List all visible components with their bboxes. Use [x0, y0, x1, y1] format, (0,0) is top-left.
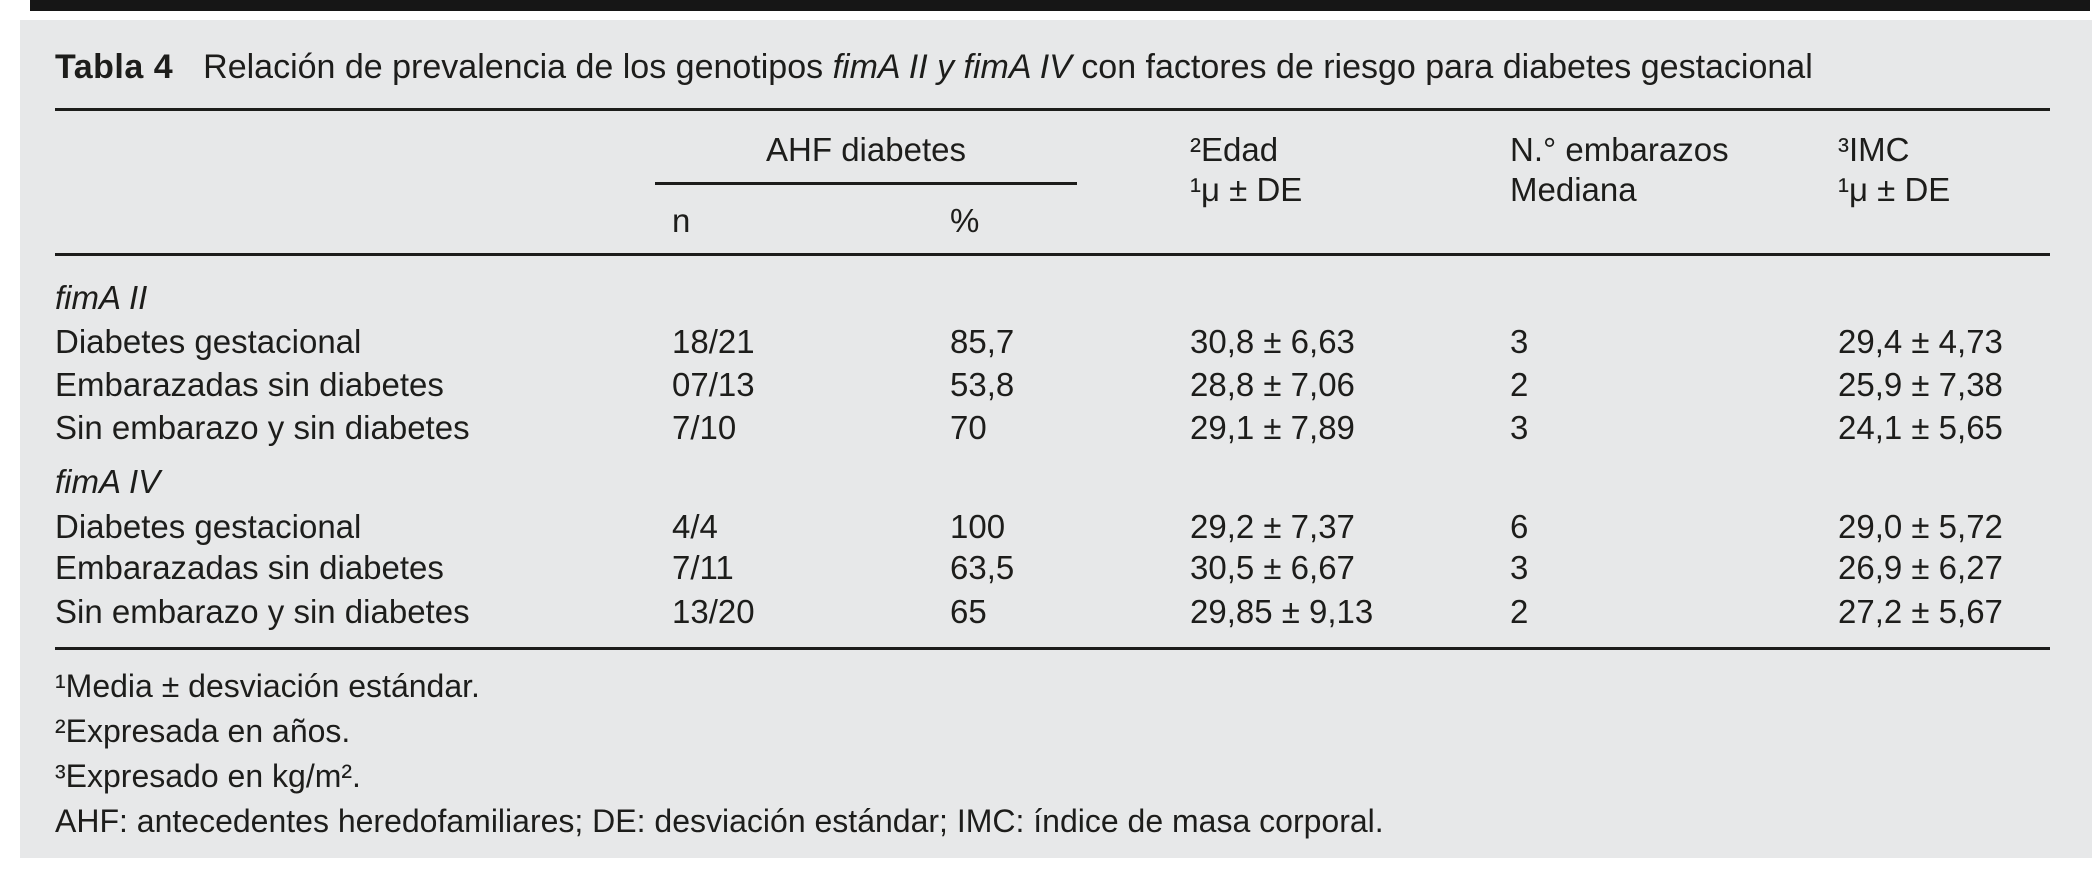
top-rule: [30, 0, 2090, 11]
cell-embarazos: 3: [1510, 409, 1529, 446]
title-text-post: con factores de riesgo para diabetes ges…: [1071, 48, 1813, 86]
footnote-expresado-kgm2: ³Expresado en kg/m².: [55, 758, 361, 794]
cell-pct: 53,8: [950, 366, 1015, 403]
cell-n: 13/20: [672, 593, 755, 630]
header-embarazos-measure: Mediana: [1510, 171, 1637, 208]
cell-edad: 28,8 ± 7,06: [1190, 366, 1355, 403]
cell-embarazos: 2: [1510, 366, 1529, 403]
footnote-abreviaturas: AHF: antecedentes heredofamiliares; DE: …: [55, 803, 1384, 839]
cell-n: 4/4: [672, 508, 718, 545]
rule-ahf-spanner: [655, 182, 1077, 185]
cell-pct: 65: [950, 593, 987, 630]
row-label: Sin embarazo y sin diabetes: [55, 593, 470, 630]
cell-pct: 70: [950, 409, 987, 446]
section-heading-fimA-II: fimA II: [55, 279, 148, 316]
cell-imc: 25,9 ± 7,38: [1838, 366, 2003, 403]
cell-n: 18/21: [672, 323, 755, 360]
cell-edad: 30,5 ± 6,67: [1190, 549, 1355, 586]
row-label: Embarazadas sin diabetes: [55, 366, 444, 403]
table-title: Tabla 4 Relación de prevalencia de los ge…: [55, 45, 1813, 89]
cell-embarazos: 3: [1510, 323, 1529, 360]
cell-edad: 30,8 ± 6,63: [1190, 323, 1355, 360]
cell-edad: 29,85 ± 9,13: [1190, 593, 1374, 630]
rule-under-header: [55, 253, 2050, 256]
title-text-italic: fimA II y fimA IV: [832, 48, 1072, 86]
cell-pct: 85,7: [950, 323, 1015, 360]
header-edad-measure: ¹μ ± DE: [1190, 171, 1303, 208]
header-embarazos: N.° embarazos: [1510, 131, 1729, 168]
row-label: Sin embarazo y sin diabetes: [55, 409, 470, 446]
row-label: Embarazadas sin diabetes: [55, 549, 444, 586]
header-imc-measure: ¹μ ± DE: [1838, 171, 1951, 208]
rule-under-title: [55, 108, 2050, 111]
row-label: Diabetes gestacional: [55, 323, 362, 360]
section-heading-fimA-IV: fimA IV: [55, 463, 161, 500]
header-imc: ³IMC: [1838, 131, 1910, 168]
table-panel: [20, 20, 2092, 858]
cell-pct: 100: [950, 508, 1006, 545]
row-label: Diabetes gestacional: [55, 508, 362, 545]
cell-n: 7/11: [672, 549, 734, 586]
title-text-pre: Relación de prevalencia de los genotipos: [203, 48, 833, 86]
header-ahf-diabetes: AHF diabetes: [766, 131, 966, 168]
cell-imc: 29,0 ± 5,72: [1838, 508, 2003, 545]
cell-edad: 29,2 ± 7,37: [1190, 508, 1355, 545]
header-n: n: [672, 202, 691, 239]
cell-embarazos: 3: [1510, 549, 1529, 586]
rule-above-footnotes: [55, 647, 2050, 650]
cell-embarazos: 6: [1510, 508, 1529, 545]
cell-imc: 27,2 ± 5,67: [1838, 593, 2003, 630]
cell-imc: 24,1 ± 5,65: [1838, 409, 2003, 446]
header-pct: %: [950, 202, 980, 239]
cell-imc: 29,4 ± 4,73: [1838, 323, 2003, 360]
cell-embarazos: 2: [1510, 593, 1529, 630]
cell-n: 7/10: [672, 409, 737, 446]
cell-imc: 26,9 ± 6,27: [1838, 549, 2003, 586]
footnote-expresada-anos: ²Expresada en años.: [55, 713, 351, 749]
footnote-media-desviacion: ¹Media ± desviación estándar.: [55, 668, 480, 704]
header-edad: ²Edad: [1190, 131, 1279, 168]
table-number: Tabla 4: [55, 48, 174, 86]
cell-edad: 29,1 ± 7,89: [1190, 409, 1355, 446]
cell-n: 07/13: [672, 366, 755, 403]
cell-pct: 63,5: [950, 549, 1015, 586]
